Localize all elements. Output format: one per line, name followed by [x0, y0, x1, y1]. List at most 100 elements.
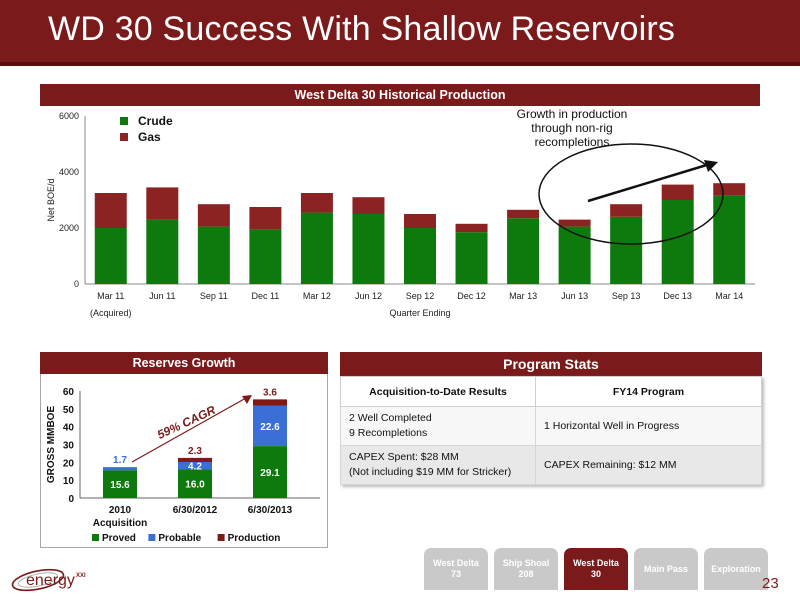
page-number: 23 — [762, 575, 779, 592]
energy-xxi-logo: energy XXI — [11, 568, 86, 592]
y-tick-label: 40 — [63, 423, 75, 434]
legend-swatch-crude — [120, 117, 128, 125]
x-tick-label: Sep 11 — [200, 291, 228, 301]
bar-gas — [610, 204, 643, 217]
table-cell: CAPEX Spent: $28 MM (Not including $19 M… — [340, 445, 536, 485]
bar-crude — [558, 226, 591, 284]
nav-tab-label-line: West Delta — [433, 558, 479, 568]
bar-production — [253, 399, 287, 406]
bar-gas — [507, 209, 540, 219]
nav-tab-main-pass[interactable]: Main Pass — [634, 548, 698, 590]
column-header-fy14: FY14 Program — [535, 376, 762, 407]
acquired-note: (Acquired) — [90, 308, 132, 318]
table-cell: 1 Horizontal Well in Progress — [535, 406, 762, 446]
cell-line: 9 Recompletions — [349, 427, 428, 439]
data-label-top: 1.7 — [113, 455, 127, 466]
y-axis-label: GROSS MMBOE — [46, 406, 57, 484]
bar-gas — [352, 197, 385, 214]
cell-line: 2 Well Completed — [349, 412, 432, 424]
logo-suffix: XXI — [76, 573, 86, 579]
nav-tab-label: West Delta 73 — [433, 558, 479, 580]
nav-tab-label: West Delta 30 — [573, 558, 619, 580]
nav-tab-west-delta-73[interactable]: West Delta 73 — [424, 548, 488, 590]
y-tick-label: 0 — [74, 279, 79, 289]
bar-gas — [713, 183, 746, 196]
cell-line: CAPEX Spent: $28 MM — [349, 451, 459, 463]
legend-swatch-production — [217, 534, 225, 541]
legend-swatch-proved — [92, 534, 99, 541]
x-tick-label: Sep 12 — [406, 291, 435, 301]
nav-tab-label-line: Exploration — [711, 563, 761, 574]
nav-tab-label-line: Main Pass — [643, 563, 689, 574]
nav-tab-exploration[interactable]: Exploration — [704, 548, 768, 590]
x-tick-label: 6/30/2013 — [248, 505, 293, 516]
bar-gas — [146, 187, 179, 220]
growth-annotation-line: through non-rig — [531, 121, 612, 135]
y-tick-label: 4000 — [59, 167, 79, 177]
data-label-proved: 16.0 — [185, 480, 205, 491]
legend-label-gas: Gas — [138, 130, 161, 144]
cagr-label: 59% CAGR — [155, 403, 218, 442]
bar-gas — [455, 223, 488, 233]
data-label-proved: 15.6 — [110, 480, 130, 491]
nav-tab-label-line: West Delta — [573, 558, 619, 568]
nav-tab-label-line: 208 — [518, 569, 534, 579]
bar-proved — [253, 446, 287, 498]
nav-tab-label-line: 73 — [450, 569, 461, 579]
data-label-top: 2.3 — [188, 446, 202, 457]
legend-swatch-gas — [120, 133, 128, 141]
y-tick-label: 2000 — [59, 223, 79, 233]
x-tick-label: Jun 12 — [355, 291, 382, 301]
x-tick-label: Acquisition — [93, 518, 147, 529]
growth-arrow-head — [704, 160, 718, 172]
data-label-top: 3.6 — [263, 387, 277, 398]
bar-crude — [352, 214, 385, 284]
growth-annotation-line: Growth in production — [517, 107, 628, 121]
production-chart: 0 2000 4000 6000 Net BOE/d Mar 11 Jun 11 Sep 11… — [46, 107, 755, 318]
bar-gas — [558, 219, 591, 227]
data-label-probable: 22.6 — [260, 422, 280, 433]
growth-highlight-ellipse — [538, 143, 724, 245]
y-tick-label: 60 — [63, 387, 75, 398]
table-row: 2 Well Completed 9 Recompletions 1 Horiz… — [340, 406, 762, 446]
y-tick-label: 0 — [68, 494, 74, 505]
cagr-arrow-shaft — [131, 397, 247, 463]
bar-gas — [404, 214, 436, 228]
x-tick-label: Dec 13 — [663, 291, 692, 301]
bar-crude — [610, 216, 643, 284]
table-row: CAPEX Spent: $28 MM (Not including $19 M… — [340, 445, 762, 485]
bar-crude — [661, 200, 694, 284]
y-tick-label: 10 — [63, 476, 75, 487]
bar-probable — [178, 461, 212, 470]
section-nav: West Delta 73 Ship Shoal 208 West Delta 30 Mai… — [424, 548, 768, 592]
data-label-probable: 4.2 — [188, 462, 202, 473]
bar-crude — [249, 229, 282, 284]
y-axis-label: Net BOE/d — [46, 178, 56, 221]
nav-tab-label: Main Pass — [644, 564, 688, 575]
bar-gas — [197, 204, 230, 227]
x-tick-label: Dec 12 — [457, 291, 486, 301]
bar-crude — [300, 212, 333, 284]
x-tick-label: Sep 13 — [612, 291, 641, 301]
nav-tab-west-delta-30[interactable]: West Delta 30 — [564, 548, 628, 590]
table-header-row: Acquisition-to-Date Results FY14 Program — [340, 376, 762, 407]
y-tick-label: 50 — [63, 405, 75, 416]
x-tick-label: 6/30/2012 — [173, 505, 218, 516]
nav-tab-label: Ship Shoal 208 — [503, 558, 550, 580]
logo-text: energy — [26, 572, 75, 589]
reserves-chart-banner: Reserves Growth — [40, 352, 328, 374]
x-axis-label: Quarter Ending — [389, 308, 450, 318]
nav-tab-ship-shoal-208[interactable]: Ship Shoal 208 — [494, 548, 558, 590]
x-tick-label: Mar 14 — [715, 291, 743, 301]
bar-probable — [253, 405, 287, 447]
bar-proved — [103, 470, 137, 498]
legend-label-probable: Probable — [158, 533, 201, 544]
x-tick-label: Jun 13 — [561, 291, 588, 301]
title-bar: WD 30 Success With Shallow Reservoirs — [0, 0, 800, 66]
bar-crude — [507, 218, 540, 284]
bar-crude — [455, 232, 488, 284]
x-tick-label: Dec 11 — [251, 291, 279, 301]
reserves-chart: 0 10 20 30 40 50 60 GROSS MMBOE 15.6 1.7 2010 Acqui… — [46, 387, 320, 544]
bar-gas — [94, 193, 127, 228]
